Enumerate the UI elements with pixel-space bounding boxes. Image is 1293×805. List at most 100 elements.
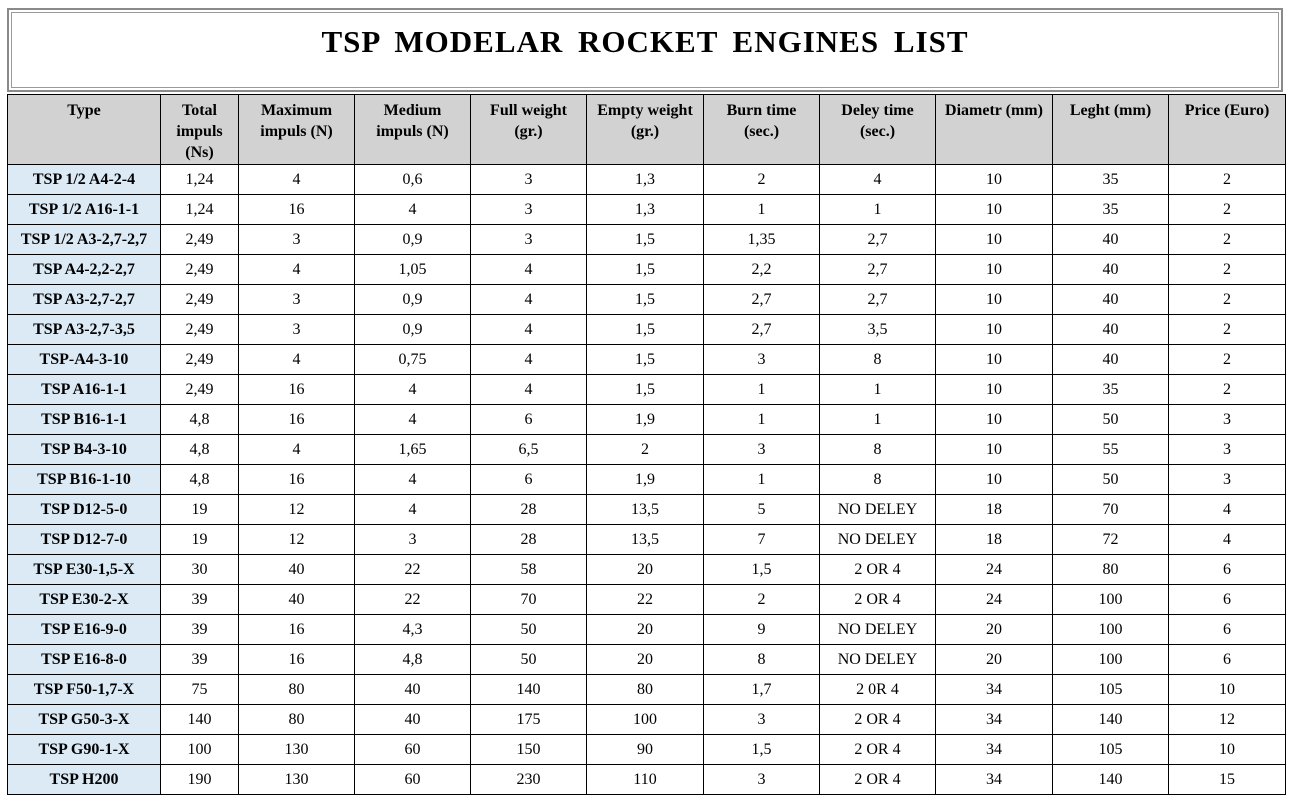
cell-price-euro: 12 bbox=[1168, 704, 1286, 735]
cell-medium-impuls-n: 4 bbox=[354, 464, 471, 495]
column-header-type: Type bbox=[7, 94, 161, 165]
column-header-burn-time-sec: Burn time (sec.) bbox=[703, 94, 820, 165]
cell-maximum-impuls-n: 130 bbox=[238, 734, 355, 765]
cell-total-impuls-ns: 140 bbox=[160, 704, 239, 735]
cell-full-weight-gr: 28 bbox=[470, 524, 587, 555]
cell-full-weight-gr: 3 bbox=[470, 224, 587, 255]
cell-burn-time-sec: 3 bbox=[703, 704, 820, 735]
cell-full-weight-gr: 3 bbox=[470, 194, 587, 225]
cell-burn-time-sec: 1,7 bbox=[703, 674, 820, 705]
cell-maximum-impuls-n: 4 bbox=[238, 434, 355, 465]
cell-maximum-impuls-n: 16 bbox=[238, 614, 355, 645]
cell-price-euro: 4 bbox=[1168, 524, 1286, 555]
cell-full-weight-gr: 3 bbox=[470, 164, 587, 195]
cell-deley-time-sec: 8 bbox=[819, 344, 936, 375]
cell-medium-impuls-n: 4,8 bbox=[354, 644, 471, 675]
cell-empty-weight-gr: 13,5 bbox=[586, 494, 704, 525]
cell-deley-time-sec: 3,5 bbox=[819, 314, 936, 345]
cell-full-weight-gr: 150 bbox=[470, 734, 587, 765]
cell-total-impuls-ns: 2,49 bbox=[160, 224, 239, 255]
cell-maximum-impuls-n: 3 bbox=[238, 224, 355, 255]
cell-deley-time-sec: 2 OR 4 bbox=[819, 584, 936, 615]
table-row: TSP 1/2 A16-1-1 1,24 16 4 3 1,3 1 1 10 35 2 bbox=[7, 194, 1286, 225]
cell-full-weight-gr: 6 bbox=[470, 464, 587, 495]
engine-type-cell: TSP D12-7-0 bbox=[7, 524, 161, 555]
cell-burn-time-sec: 2 bbox=[703, 584, 820, 615]
table-row: TSP A4-2,2-2,7 2,49 4 1,05 4 1,5 2,2 2,7 10 40 2 bbox=[7, 254, 1286, 285]
cell-deley-time-sec: 1 bbox=[819, 374, 936, 405]
cell-deley-time-sec: 2 OR 4 bbox=[819, 704, 936, 735]
table-row: TSP 1/2 A4-2-4 1,24 4 0,6 3 1,3 2 4 10 35 2 bbox=[7, 164, 1286, 195]
cell-empty-weight-gr: 1,5 bbox=[586, 254, 704, 285]
cell-diametr-mm: 18 bbox=[935, 494, 1053, 525]
cell-medium-impuls-n: 4 bbox=[354, 194, 471, 225]
cell-maximum-impuls-n: 80 bbox=[238, 674, 355, 705]
cell-empty-weight-gr: 100 bbox=[586, 704, 704, 735]
cell-total-impuls-ns: 1,24 bbox=[160, 194, 239, 225]
cell-medium-impuls-n: 22 bbox=[354, 584, 471, 615]
cell-total-impuls-ns: 2,49 bbox=[160, 374, 239, 405]
cell-total-impuls-ns: 4,8 bbox=[160, 464, 239, 495]
table-row: TSP-A4-3-10 2,49 4 0,75 4 1,5 3 8 10 40 2 bbox=[7, 344, 1286, 375]
cell-leght-mm: 70 bbox=[1052, 494, 1169, 525]
table-row: TSP D12-5-0 19 12 4 28 13,5 5 NO DELEY 18 70 4 bbox=[7, 494, 1286, 525]
cell-burn-time-sec: 7 bbox=[703, 524, 820, 555]
cell-price-euro: 10 bbox=[1168, 674, 1286, 705]
cell-deley-time-sec: 2 OR 4 bbox=[819, 554, 936, 585]
cell-leght-mm: 40 bbox=[1052, 224, 1169, 255]
engine-type-cell: TSP 1/2 A3-2,7-2,7 bbox=[7, 224, 161, 255]
cell-empty-weight-gr: 1,5 bbox=[586, 344, 704, 375]
cell-diametr-mm: 10 bbox=[935, 404, 1053, 435]
engine-type-cell: TSP H200 bbox=[7, 764, 161, 795]
cell-maximum-impuls-n: 16 bbox=[238, 644, 355, 675]
cell-total-impuls-ns: 39 bbox=[160, 614, 239, 645]
cell-price-euro: 2 bbox=[1168, 194, 1286, 225]
cell-maximum-impuls-n: 3 bbox=[238, 284, 355, 315]
cell-empty-weight-gr: 90 bbox=[586, 734, 704, 765]
cell-empty-weight-gr: 1,3 bbox=[586, 194, 704, 225]
cell-maximum-impuls-n: 40 bbox=[238, 554, 355, 585]
cell-deley-time-sec: 1 bbox=[819, 194, 936, 225]
table-row: TSP A3-2,7-3,5 2,49 3 0,9 4 1,5 2,7 3,5 10 40 2 bbox=[7, 314, 1286, 345]
table-body: TSP 1/2 A4-2-4 1,24 4 0,6 3 1,3 2 4 10 35 2 TSP 1/2… bbox=[7, 164, 1286, 795]
cell-deley-time-sec: 2,7 bbox=[819, 284, 936, 315]
cell-burn-time-sec: 1,5 bbox=[703, 734, 820, 765]
cell-price-euro: 4 bbox=[1168, 494, 1286, 525]
cell-empty-weight-gr: 20 bbox=[586, 554, 704, 585]
cell-price-euro: 2 bbox=[1168, 254, 1286, 285]
cell-price-euro: 3 bbox=[1168, 464, 1286, 495]
table-row: TSP G90-1-X 100 130 60 150 90 1,5 2 OR 4 34 105 10 bbox=[7, 734, 1286, 765]
cell-price-euro: 2 bbox=[1168, 314, 1286, 345]
cell-medium-impuls-n: 1,65 bbox=[354, 434, 471, 465]
cell-medium-impuls-n: 0,9 bbox=[354, 284, 471, 315]
engine-type-cell: TSP G50-3-X bbox=[7, 704, 161, 735]
cell-diametr-mm: 34 bbox=[935, 674, 1053, 705]
cell-maximum-impuls-n: 3 bbox=[238, 314, 355, 345]
cell-burn-time-sec: 1 bbox=[703, 464, 820, 495]
cell-leght-mm: 100 bbox=[1052, 614, 1169, 645]
title-box: TSP MODELAR ROCKET ENGINES LIST bbox=[7, 8, 1283, 92]
cell-burn-time-sec: 1 bbox=[703, 404, 820, 435]
cell-medium-impuls-n: 4 bbox=[354, 374, 471, 405]
cell-diametr-mm: 10 bbox=[935, 464, 1053, 495]
cell-full-weight-gr: 58 bbox=[470, 554, 587, 585]
cell-burn-time-sec: 5 bbox=[703, 494, 820, 525]
cell-price-euro: 3 bbox=[1168, 434, 1286, 465]
cell-diametr-mm: 34 bbox=[935, 734, 1053, 765]
cell-total-impuls-ns: 75 bbox=[160, 674, 239, 705]
cell-full-weight-gr: 4 bbox=[470, 254, 587, 285]
column-header-price-euro: Price (Euro) bbox=[1168, 94, 1286, 165]
cell-empty-weight-gr: 2 bbox=[586, 434, 704, 465]
cell-total-impuls-ns: 2,49 bbox=[160, 344, 239, 375]
cell-full-weight-gr: 230 bbox=[470, 764, 587, 795]
cell-full-weight-gr: 28 bbox=[470, 494, 587, 525]
cell-medium-impuls-n: 0,9 bbox=[354, 314, 471, 345]
table-row: TSP B16-1-10 4,8 16 4 6 1,9 1 8 10 50 3 bbox=[7, 464, 1286, 495]
cell-medium-impuls-n: 3 bbox=[354, 524, 471, 555]
engine-type-cell: TSP E30-2-X bbox=[7, 584, 161, 615]
cell-deley-time-sec: 2,7 bbox=[819, 224, 936, 255]
engine-type-cell: TSP E16-8-0 bbox=[7, 644, 161, 675]
cell-medium-impuls-n: 0,75 bbox=[354, 344, 471, 375]
cell-total-impuls-ns: 1,24 bbox=[160, 164, 239, 195]
cell-diametr-mm: 10 bbox=[935, 434, 1053, 465]
